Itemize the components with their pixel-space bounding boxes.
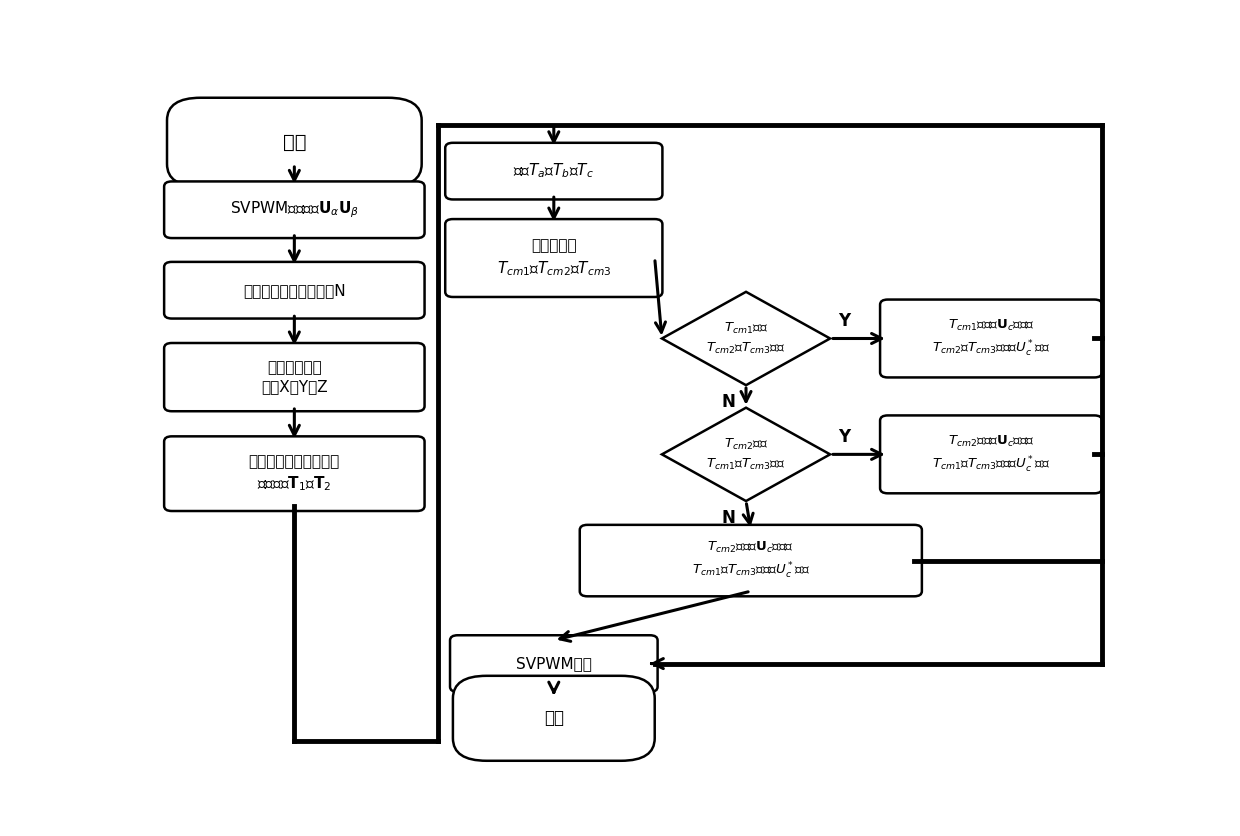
Text: 计算器件导通
时间X，Y，Z: 计算器件导通 时间X，Y，Z xyxy=(262,359,327,395)
Polygon shape xyxy=(662,408,830,501)
Text: 计算期望电压所处扇区N: 计算期望电压所处扇区N xyxy=(243,283,346,298)
Text: 计算调制波
$T_{cm1}$，$T_{cm2}$，$T_{cm3}$: 计算调制波 $T_{cm1}$，$T_{cm2}$，$T_{cm3}$ xyxy=(497,238,611,278)
Text: $T_{cm2}$介于
$T_{cm1}$和$T_{cm3}$之间: $T_{cm2}$介于 $T_{cm1}$和$T_{cm3}$之间 xyxy=(707,437,786,472)
FancyBboxPatch shape xyxy=(450,635,657,692)
Text: N: N xyxy=(722,509,735,527)
Text: Y: Y xyxy=(838,428,849,446)
Text: $T_{cm1}$与载波$\mathbf{U}_c$比较，
$T_{cm2}$、$T_{cm3}$与载波$U_c^*$比较: $T_{cm1}$与载波$\mathbf{U}_c$比较， $T_{cm2}$、… xyxy=(932,319,1050,359)
Text: $T_{cm2}$与载波$\mathbf{U}_c$比较，
$T_{cm1}$、$T_{cm3}$与载波$U_c^*$比较: $T_{cm2}$与载波$\mathbf{U}_c$比较， $T_{cm1}$、… xyxy=(932,434,1050,475)
FancyBboxPatch shape xyxy=(453,675,655,761)
Text: Y: Y xyxy=(838,312,849,330)
FancyBboxPatch shape xyxy=(164,181,424,238)
Text: 根据扇区计算相邻矢量
作用时间$\mathbf{T}_1$，$\mathbf{T}_2$: 根据扇区计算相邻矢量 作用时间$\mathbf{T}_1$，$\mathbf{T… xyxy=(249,454,340,493)
Text: SVPWM生成: SVPWM生成 xyxy=(516,656,591,671)
Text: 返回: 返回 xyxy=(544,709,564,727)
FancyBboxPatch shape xyxy=(445,143,662,200)
Text: 开始: 开始 xyxy=(283,133,306,151)
Text: SVPWM输入信号$\mathbf{U}_\alpha\mathbf{U}_\beta$: SVPWM输入信号$\mathbf{U}_\alpha\mathbf{U}_\b… xyxy=(229,200,358,220)
FancyBboxPatch shape xyxy=(167,98,422,186)
FancyBboxPatch shape xyxy=(580,525,921,596)
Text: N: N xyxy=(722,393,735,410)
FancyBboxPatch shape xyxy=(880,299,1102,377)
Text: $T_{cm1}$介于
$T_{cm2}$和$T_{cm3}$之间: $T_{cm1}$介于 $T_{cm2}$和$T_{cm3}$之间 xyxy=(707,321,786,356)
FancyBboxPatch shape xyxy=(880,415,1102,493)
FancyBboxPatch shape xyxy=(164,262,424,319)
Text: 计算$T_a$，$T_b$，$T_c$: 计算$T_a$，$T_b$，$T_c$ xyxy=(513,162,594,181)
FancyBboxPatch shape xyxy=(164,343,424,411)
Text: $T_{cm2}$与载波$\mathbf{U}_c$比较，
$T_{cm1}$、$T_{cm3}$与载波$U^*_c$比较: $T_{cm2}$与载波$\mathbf{U}_c$比较， $T_{cm1}$、… xyxy=(692,540,810,581)
Polygon shape xyxy=(662,292,830,385)
FancyBboxPatch shape xyxy=(164,436,424,511)
FancyBboxPatch shape xyxy=(445,219,662,297)
